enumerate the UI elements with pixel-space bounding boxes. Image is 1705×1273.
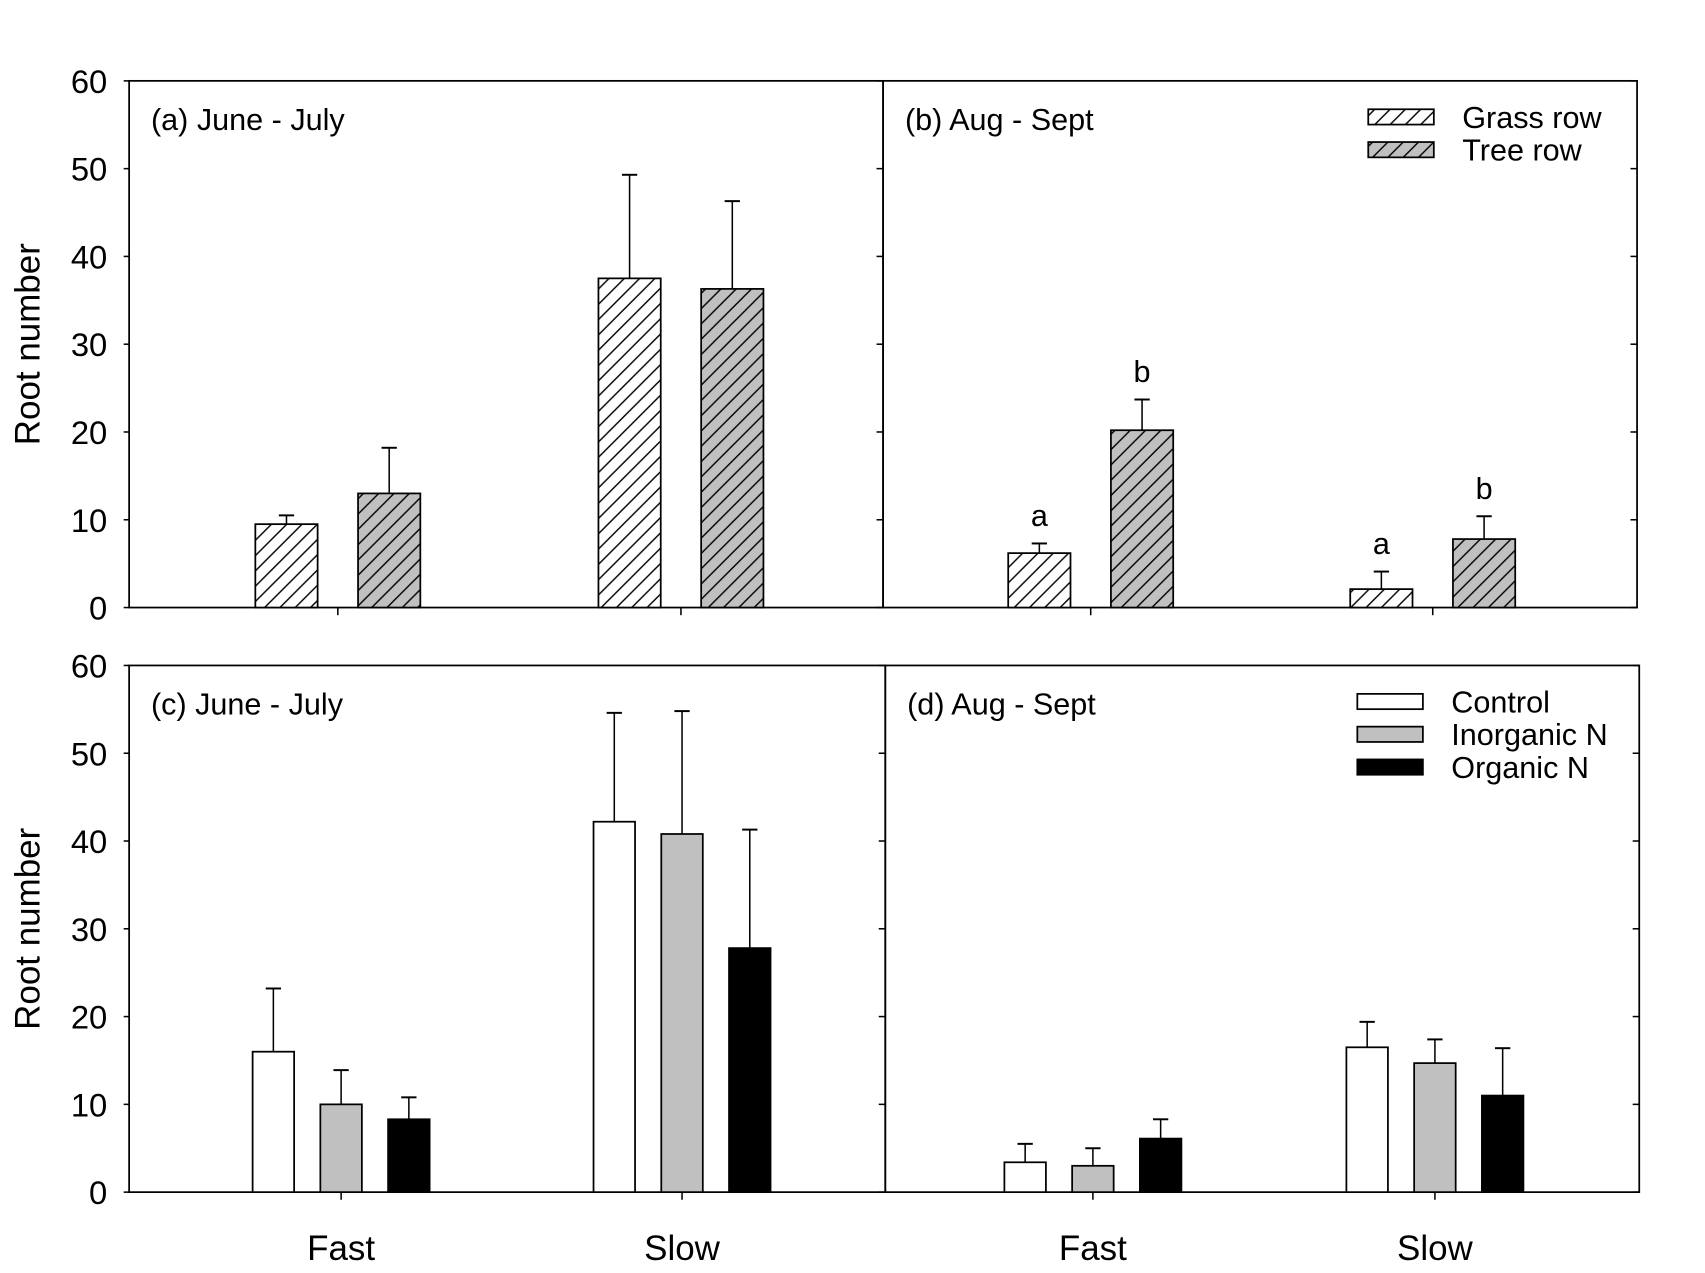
bar-tree-row [1110, 429, 1175, 609]
bar-grass-row [254, 523, 319, 609]
x-tick-label: Fast [307, 1229, 375, 1268]
bar-control [1345, 1046, 1389, 1194]
y-tick-label: 40 [71, 238, 107, 275]
y-tick-label: 30 [71, 911, 107, 948]
legend-label: Inorganic N [1451, 718, 1607, 752]
panel-c: 0 10 20 30 40 50 60 Root number (c) June - July F… [9, 647, 887, 1268]
y-tick-label: 60 [71, 647, 107, 684]
bar-organic-n [1139, 1137, 1183, 1194]
legend-swatch [1356, 758, 1424, 776]
bar-tree-row [700, 288, 765, 609]
bar-grass-row [1349, 588, 1414, 609]
y-tick-label: 0 [89, 590, 107, 627]
y-tick-label: 10 [71, 502, 107, 539]
significance-letter: b [1476, 472, 1493, 506]
y-tick-label: 0 [89, 1174, 107, 1211]
bar-organic-n [387, 1118, 431, 1194]
significance-letter: b [1134, 355, 1151, 389]
legend-label: Control [1451, 685, 1550, 719]
x-tick-label: Slow [1397, 1229, 1474, 1268]
bar-grass-row [1007, 552, 1072, 609]
bar-inorganic-n [1071, 1164, 1115, 1194]
legend-label: Grass row [1462, 101, 1602, 135]
x-tick-label: Fast [1059, 1229, 1127, 1268]
bar-grass-row [597, 277, 662, 609]
bar-control [251, 1050, 296, 1194]
legend-label: Tree row [1462, 134, 1582, 168]
significance-letter: a [1373, 527, 1390, 561]
panel-title: (d) Aug - Sept [907, 688, 1096, 722]
bar-inorganic-n [1413, 1062, 1457, 1194]
bar-inorganic-n [660, 833, 704, 1194]
x-tick-label: Slow [644, 1229, 721, 1268]
y-axis-label: Root number [9, 827, 48, 1029]
y-tick-label: 60 [71, 63, 107, 100]
legend-label: Organic N [1451, 751, 1589, 785]
y-tick-label: 50 [71, 151, 107, 188]
bar-tree-row [1452, 538, 1517, 609]
bar-organic-n [728, 947, 772, 1194]
panel-title: (c) June - July [151, 688, 344, 722]
plot-frame [128, 664, 887, 1194]
legend-swatch [1356, 692, 1424, 711]
bar-control [592, 820, 636, 1194]
y-tick-label: 10 [71, 1086, 107, 1123]
plot-frame [128, 79, 884, 609]
bar-tree-row [357, 492, 422, 609]
significance-letter: a [1031, 499, 1048, 533]
legend-swatch [1356, 725, 1424, 743]
y-tick-label: 30 [71, 326, 107, 363]
y-tick-label: 50 [71, 735, 107, 772]
legend-swatch [1367, 141, 1435, 159]
bar-control [1003, 1161, 1047, 1194]
panel-a: 0 10 20 30 40 50 60 Root number (a) June - July [9, 63, 884, 627]
bar-organic-n [1481, 1094, 1525, 1194]
y-tick-label: 20 [71, 414, 107, 451]
legend-swatch [1367, 108, 1435, 126]
bar-inorganic-n [319, 1103, 363, 1194]
y-tick-label: 40 [71, 823, 107, 860]
panel-title: (b) Aug - Sept [905, 103, 1094, 137]
panel-title: (a) June - July [151, 103, 345, 137]
y-axis-label: Root number [9, 243, 48, 445]
y-tick-label: 20 [71, 999, 107, 1036]
